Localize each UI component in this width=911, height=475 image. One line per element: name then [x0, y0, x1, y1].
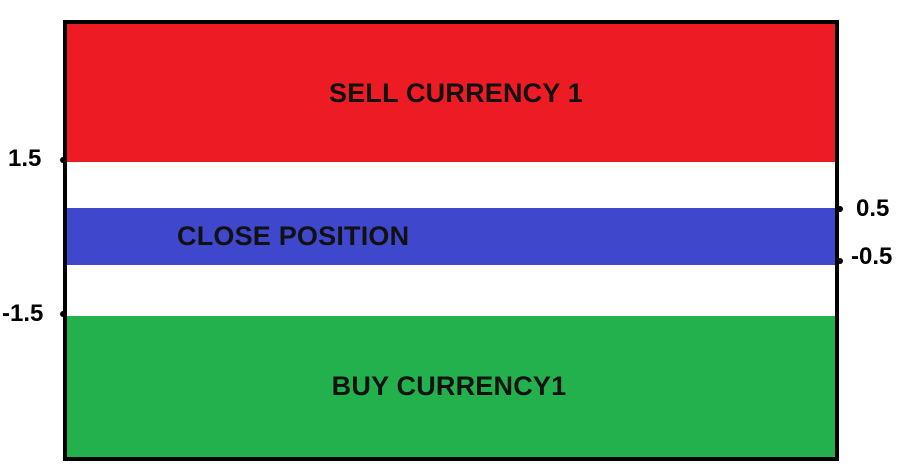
threshold-diagram-frame: SELL CURRENCY 1 CLOSE POSITION BUY CURRE…	[63, 20, 839, 461]
level-label-upper-right: 0.5	[856, 195, 890, 222]
level-label-lower-left: -1.5	[2, 300, 44, 327]
close-position-zone: CLOSE POSITION	[67, 208, 835, 265]
level-label-lower-right: -0.5	[851, 243, 893, 270]
level-marker-upper-left	[60, 157, 66, 163]
level-marker-lower-left	[60, 311, 66, 317]
level-marker-lower-right	[837, 258, 843, 264]
buy-zone-label: BUY CURRENCY1	[331, 371, 567, 401]
level-label-upper-left: 1.5	[8, 145, 42, 172]
buy-zone: BUY CURRENCY1	[67, 316, 835, 457]
sell-zone: SELL CURRENCY 1	[67, 24, 835, 162]
sell-zone-label: SELL CURRENCY 1	[328, 77, 584, 108]
level-marker-upper-right	[837, 206, 843, 212]
close-position-label: CLOSE POSITION	[177, 221, 410, 251]
